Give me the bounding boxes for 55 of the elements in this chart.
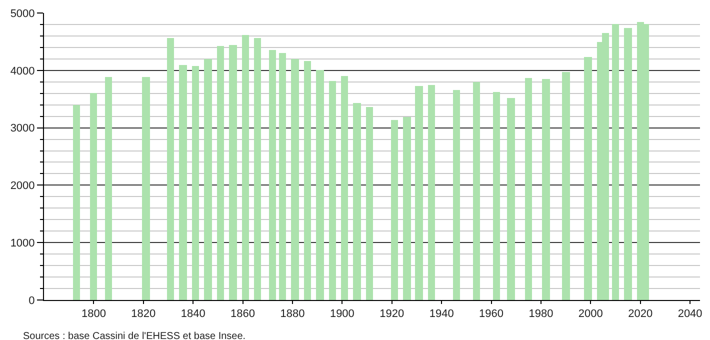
bar (542, 79, 550, 300)
y-tick-label: 4000 (10, 65, 35, 78)
bar (304, 61, 311, 300)
bar (415, 86, 423, 300)
bar (453, 90, 460, 300)
bar (105, 77, 112, 300)
bar (493, 92, 500, 300)
y-tick-label: 2000 (10, 180, 35, 192)
bar (279, 53, 286, 300)
y-tick-label: 0 (28, 294, 35, 307)
x-tick-label: 1920 (380, 308, 404, 320)
x-tick-label: 1800 (81, 308, 106, 320)
source-note: Sources : base Cassini de l'EHESS et base Insee. (23, 331, 246, 340)
bar (90, 93, 97, 300)
bar (473, 82, 480, 300)
x-tick-label: 1900 (330, 308, 354, 320)
bar (192, 66, 199, 300)
x-tick-label: 1880 (280, 308, 305, 320)
bar (353, 103, 361, 300)
bar (217, 46, 224, 300)
x-tick-label: 1820 (131, 308, 156, 320)
x-tick-label: 2000 (578, 308, 603, 320)
y-tick-label: 3000 (10, 122, 35, 135)
bar (428, 85, 435, 300)
bar (142, 77, 150, 300)
bar (329, 81, 336, 300)
bar (525, 78, 532, 300)
bar (254, 38, 261, 300)
bar (167, 38, 174, 300)
x-tick-label: 1940 (429, 308, 454, 320)
bar (624, 28, 632, 300)
bar (179, 65, 187, 300)
x-tick-label: 2020 (628, 308, 653, 320)
bar (316, 70, 324, 300)
x-tick-label: 1860 (230, 308, 256, 320)
bar (341, 76, 348, 300)
bar (242, 35, 249, 300)
bar (584, 57, 592, 300)
bar (612, 24, 619, 300)
x-tick-label: 2040 (678, 308, 702, 320)
bar (366, 107, 373, 300)
x-tick-label: 1840 (180, 308, 206, 320)
bar (403, 117, 411, 300)
x-tick-label: 1980 (528, 308, 554, 320)
x-tick-label: 1960 (479, 308, 504, 320)
y-tick-label: 5000 (10, 8, 35, 20)
bar (229, 45, 237, 300)
bar (391, 120, 398, 300)
y-tick-label: 1000 (10, 237, 35, 250)
bar (562, 72, 570, 300)
bar (291, 59, 299, 300)
bar (269, 50, 276, 300)
bar (507, 98, 515, 300)
bar (73, 105, 80, 300)
bar (204, 59, 212, 300)
